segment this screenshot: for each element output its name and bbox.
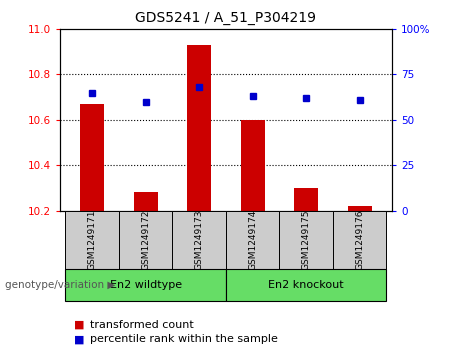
Text: percentile rank within the sample: percentile rank within the sample (90, 334, 278, 344)
Text: ■: ■ (74, 320, 84, 330)
Text: En2 knockout: En2 knockout (268, 280, 344, 290)
Text: GSM1249175: GSM1249175 (301, 209, 311, 270)
Text: GSM1249171: GSM1249171 (88, 209, 96, 270)
Text: GSM1249174: GSM1249174 (248, 209, 257, 270)
Bar (172, 211, 226, 269)
Text: GSM1249173: GSM1249173 (195, 209, 204, 270)
Bar (187, 45, 211, 211)
Text: GSM1249172: GSM1249172 (141, 209, 150, 270)
Bar (65, 269, 226, 301)
Bar (134, 192, 158, 211)
Text: GSM1249176: GSM1249176 (355, 209, 364, 270)
Bar (119, 211, 172, 269)
Bar (279, 211, 333, 269)
Bar (348, 206, 372, 211)
Bar (80, 104, 104, 211)
Text: transformed count: transformed count (90, 320, 194, 330)
Bar (333, 211, 386, 269)
Text: ■: ■ (74, 334, 84, 344)
Title: GDS5241 / A_51_P304219: GDS5241 / A_51_P304219 (136, 11, 316, 25)
Bar (226, 211, 279, 269)
Bar (241, 120, 265, 211)
Bar (65, 211, 119, 269)
Bar (294, 188, 318, 211)
Bar (226, 269, 386, 301)
Text: genotype/variation ▶: genotype/variation ▶ (5, 280, 115, 290)
Text: En2 wildtype: En2 wildtype (110, 280, 182, 290)
